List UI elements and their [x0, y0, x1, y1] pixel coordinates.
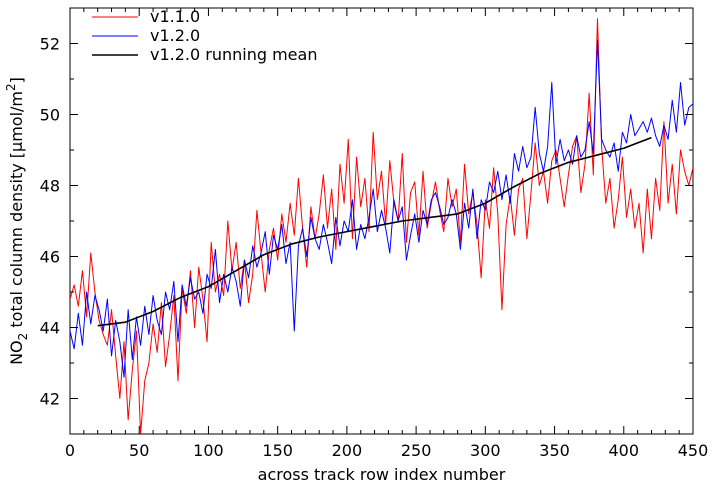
y-tick-label: 48 — [40, 177, 60, 196]
legend-label-2: v1.2.0 — [150, 26, 200, 45]
y-axis-title: NO2 total column density [µmol/m2] — [4, 77, 30, 365]
x-tick-label: 100 — [193, 441, 224, 460]
x-tick-label: 300 — [470, 441, 501, 460]
y-tick-label: 44 — [40, 319, 60, 338]
y-tick-label: 50 — [40, 106, 60, 125]
y-axis-title-prefix: NO — [7, 340, 26, 365]
y-tick-label: 42 — [40, 390, 60, 409]
x-tick-label: 450 — [678, 441, 709, 460]
x-tick-label: 50 — [129, 441, 149, 460]
series-line-1 — [70, 18, 693, 434]
y-axis-title-close: ] — [7, 77, 26, 83]
ticks-layer: 0 50 100 150 200 250 300 350 400 450 42 44 46 48 50 52 — [40, 7, 709, 460]
x-tick-label: 350 — [539, 441, 570, 460]
y-tick-label: 52 — [40, 35, 60, 54]
x-tick-label: 0 — [65, 441, 75, 460]
legend-label-1: v1.1.0 — [150, 7, 200, 26]
legend: v1.1.0v1.2.0v1.2.0 running mean — [92, 7, 317, 64]
y-axis-title-mu: µ — [7, 142, 26, 152]
x-tick-label: 200 — [332, 441, 363, 460]
y-axis-title-unit: mol/m — [7, 91, 26, 142]
y-axis-title-main: total column density [ — [7, 152, 26, 333]
x-tick-label: 150 — [262, 441, 293, 460]
legend-label-3: v1.2.0 running mean — [150, 45, 317, 64]
series-line-2 — [70, 39, 693, 378]
series-layer — [70, 18, 693, 434]
plot-area: 0 50 100 150 200 250 300 350 400 450 42 44 46 48 50 52 — [40, 7, 709, 460]
y-axis-title-superscript: 2 — [4, 83, 18, 91]
x-axis-title: across track row index number — [258, 465, 506, 484]
series-line-3 — [97, 136, 652, 327]
x-tick-label: 400 — [609, 441, 640, 460]
x-tick-label: 250 — [401, 441, 432, 460]
y-tick-label: 46 — [40, 248, 60, 267]
y-axis-title-subscript: 2 — [16, 333, 30, 341]
